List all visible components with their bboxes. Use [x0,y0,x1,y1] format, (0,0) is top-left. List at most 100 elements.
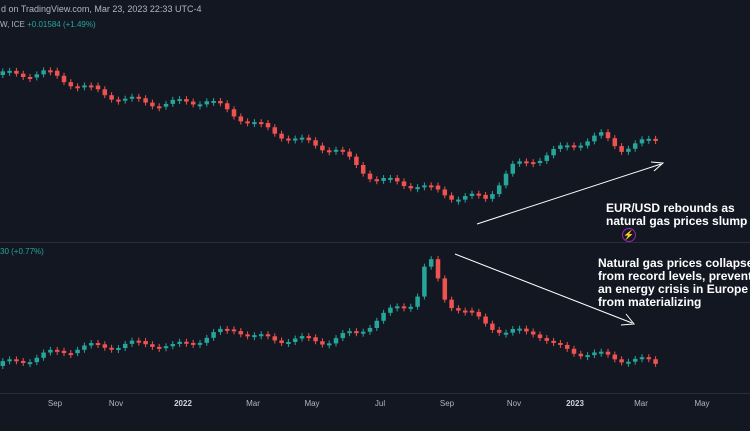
candle [510,329,516,333]
candle [503,332,509,335]
candle [578,353,584,357]
candle [136,96,142,99]
candle [14,70,19,74]
candle [537,160,543,164]
candle [48,349,53,353]
candle [218,328,223,333]
candle [299,336,305,339]
candle [619,359,624,363]
candle [551,340,556,343]
candle [632,358,638,362]
candle [82,85,87,88]
candle [544,338,550,341]
candle [374,179,380,182]
candle [0,71,6,75]
collapse-arrow-line [454,253,633,324]
candle [197,342,203,345]
candle [258,122,264,125]
candle [272,127,278,134]
candle [605,132,611,139]
rebound-arrow-head [650,161,665,172]
candle [401,181,407,187]
candle [524,161,529,164]
candle [558,145,563,149]
candle [388,177,393,180]
candle [435,185,441,190]
candle [238,116,244,122]
axis-label: Mar [634,399,648,408]
candle [122,343,128,349]
axis-label: Sep [439,399,455,408]
candle [347,151,352,157]
candle [598,351,604,354]
candle [367,327,373,332]
candle [585,355,590,358]
axis-label: 2022 [174,399,192,408]
candle [184,99,189,102]
candle [333,149,339,152]
candle [639,139,645,144]
candle [394,177,400,182]
candle [7,359,12,362]
candle [435,259,441,279]
pane-divider[interactable] [0,242,750,243]
candle [442,278,448,300]
axis-label: Jul [374,399,386,408]
candle [598,132,604,136]
candle [292,138,298,141]
candle [231,109,237,117]
candle [116,99,121,102]
lightning-icon[interactable]: ⚡ [622,228,636,242]
candle [524,328,529,332]
candle [224,328,230,331]
candle [27,362,33,365]
axis-label: Mar [246,399,260,408]
candle [626,361,631,364]
candle [95,85,101,90]
candle [286,138,291,141]
candle [442,189,448,196]
top-legend-symbol: W, ICE [0,20,25,29]
candle [585,141,590,146]
axis-label: 2023 [566,399,584,408]
candle [68,353,74,356]
candle [163,346,169,349]
eurusd-pane[interactable]: d on TradingView.com, Mar 23, 2023 22:33… [0,0,750,242]
candle [20,73,26,78]
candle [340,333,346,339]
candle [150,102,155,107]
top-legend-change: +0.01584 (+1.49%) [27,20,96,29]
candle [422,185,427,188]
candle [211,100,216,103]
rebound-arrow-line [476,163,662,225]
candle [646,357,652,360]
candle [109,95,114,100]
time-axis[interactable]: Sep Nov 2022 Mar May Jul Sep Nov 2023 Mar May [0,393,750,431]
candle [456,308,461,311]
candle [224,103,230,110]
candle [211,332,216,338]
candle [279,133,284,139]
candle [197,104,203,107]
candle [54,349,60,352]
candle [75,86,80,89]
candle [0,361,6,366]
candle [571,348,577,354]
candle [422,266,427,297]
candle [190,101,196,105]
candle [496,329,502,333]
candle [163,103,169,107]
candle [292,338,298,342]
natgas-pane[interactable]: 30 (+0.77%) Natural gas prices collapse f… [0,243,750,393]
top-legend: W, ICE +0.01584 (+1.49%) [0,20,96,30]
candle [578,145,584,148]
candle [177,99,182,102]
candle [388,307,393,313]
candle [129,340,135,344]
candle [354,331,359,334]
candle [408,186,414,189]
candle [7,70,12,73]
candle [150,344,155,347]
candle [326,150,332,153]
candle [41,352,46,358]
